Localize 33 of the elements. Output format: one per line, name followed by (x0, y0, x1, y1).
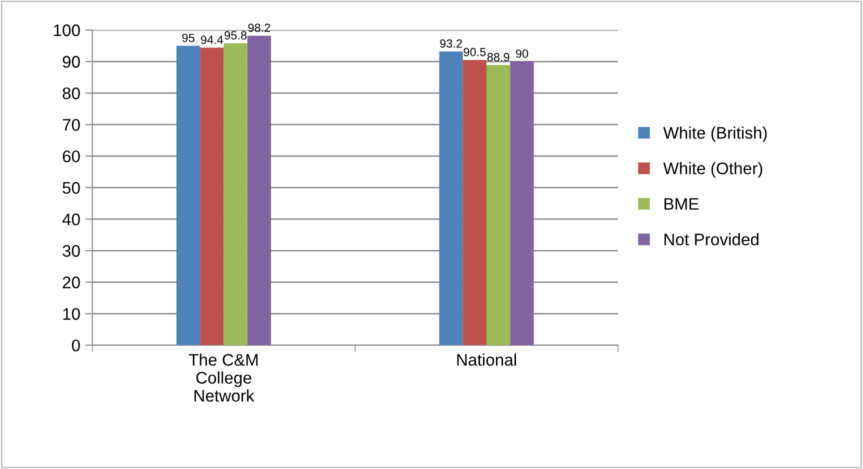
data-label: 95.8 (224, 31, 247, 40)
y-tick-label: 90 (62, 56, 80, 68)
y-tick-label: 100 (54, 24, 80, 36)
data-label: 94.4 (200, 36, 224, 44)
bar (439, 51, 463, 346)
y-tick-label: 70 (62, 118, 80, 131)
y-tick-label: 10 (63, 308, 80, 320)
data-label: 93.2 (440, 39, 462, 48)
bar (247, 36, 272, 346)
bar (224, 43, 248, 346)
bar (462, 60, 487, 346)
bar (176, 46, 200, 346)
y-tick-label: 20 (62, 276, 80, 288)
x-tick-label: The C&M College Network (188, 354, 258, 402)
y-tick-label: 30 (62, 245, 80, 257)
bar (510, 62, 534, 346)
y-tick-label: 0 (72, 340, 80, 352)
data-label: 88.9 (487, 52, 510, 62)
legend-label: BME (664, 198, 699, 210)
legend-label: White (Other) (663, 162, 762, 178)
data-label: 98.2 (248, 24, 270, 32)
y-tick-label: 80 (62, 87, 80, 100)
legend-label: White (British) (663, 126, 767, 142)
y-tick-label: 40 (62, 214, 80, 226)
legend-label: Not Provided (664, 233, 758, 246)
data-label: 90.5 (464, 48, 486, 56)
bar (200, 48, 224, 346)
data-label: 90 (516, 49, 528, 58)
y-tick-label: 60 (62, 150, 80, 162)
y-tick-label: 50 (62, 182, 80, 194)
bar (486, 65, 510, 346)
data-label: 95 (182, 34, 194, 42)
x-tick-label: National (457, 354, 516, 366)
